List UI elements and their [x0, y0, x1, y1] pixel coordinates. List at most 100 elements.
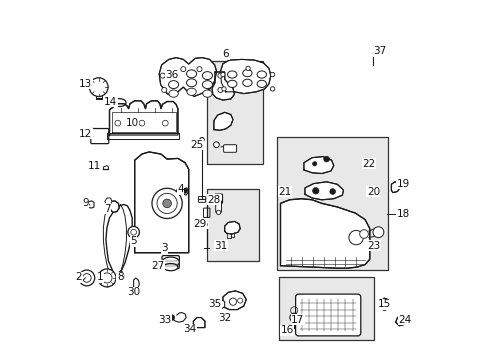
Text: 37: 37	[372, 46, 386, 56]
Polygon shape	[109, 101, 178, 135]
Text: 32: 32	[218, 312, 231, 323]
Text: 20: 20	[366, 186, 379, 197]
Bar	[206, 189, 258, 261]
Text: 12: 12	[79, 129, 92, 139]
Polygon shape	[212, 72, 234, 100]
Circle shape	[323, 156, 329, 162]
Polygon shape	[108, 201, 119, 212]
Polygon shape	[224, 221, 240, 234]
Circle shape	[359, 230, 367, 238]
Text: 3: 3	[161, 243, 167, 253]
Ellipse shape	[163, 264, 178, 271]
Circle shape	[218, 73, 223, 78]
FancyBboxPatch shape	[295, 294, 360, 336]
Circle shape	[160, 73, 165, 78]
FancyBboxPatch shape	[162, 256, 179, 269]
Ellipse shape	[162, 257, 179, 267]
Text: 21: 21	[278, 186, 291, 197]
Polygon shape	[87, 201, 94, 208]
Circle shape	[197, 67, 202, 72]
Text: 1: 1	[96, 272, 103, 282]
Circle shape	[181, 67, 185, 72]
Circle shape	[168, 315, 174, 320]
Circle shape	[127, 226, 139, 238]
Circle shape	[79, 270, 95, 286]
Circle shape	[98, 269, 116, 287]
Polygon shape	[223, 291, 246, 310]
Text: 6: 6	[222, 49, 228, 59]
Text: 22: 22	[361, 159, 375, 169]
Text: 24: 24	[397, 315, 410, 325]
Ellipse shape	[202, 72, 212, 80]
Ellipse shape	[168, 90, 178, 97]
Ellipse shape	[186, 79, 196, 87]
Polygon shape	[305, 182, 343, 200]
Circle shape	[312, 162, 316, 166]
Bar	[278, 277, 373, 340]
Text: 25: 25	[190, 140, 203, 150]
FancyBboxPatch shape	[223, 145, 236, 152]
Circle shape	[281, 190, 285, 193]
Ellipse shape	[203, 90, 212, 97]
Circle shape	[348, 230, 363, 245]
Polygon shape	[395, 315, 405, 326]
Text: 5: 5	[130, 236, 137, 246]
Ellipse shape	[257, 80, 266, 87]
Circle shape	[218, 87, 223, 93]
Ellipse shape	[242, 79, 251, 86]
Text: 36: 36	[165, 70, 178, 80]
Polygon shape	[193, 318, 204, 328]
Ellipse shape	[186, 88, 196, 95]
Text: 18: 18	[396, 209, 409, 219]
Circle shape	[372, 227, 383, 238]
Text: 34: 34	[183, 324, 196, 334]
Text: 17: 17	[290, 315, 304, 325]
Polygon shape	[390, 182, 399, 193]
Polygon shape	[134, 152, 188, 253]
Text: 19: 19	[396, 179, 409, 189]
Circle shape	[222, 87, 225, 91]
Bar	[276, 137, 387, 270]
Text: 15: 15	[377, 299, 390, 309]
Polygon shape	[217, 300, 224, 309]
Circle shape	[163, 199, 171, 208]
Ellipse shape	[242, 69, 251, 77]
Polygon shape	[133, 278, 139, 289]
Circle shape	[270, 87, 274, 91]
Ellipse shape	[186, 70, 196, 78]
Circle shape	[289, 313, 298, 322]
Circle shape	[220, 72, 224, 77]
Text: 8: 8	[117, 272, 123, 282]
Circle shape	[245, 66, 250, 71]
Text: 30: 30	[127, 287, 140, 297]
FancyBboxPatch shape	[214, 194, 222, 203]
Text: 23: 23	[366, 240, 379, 251]
Text: 4: 4	[177, 184, 183, 194]
Circle shape	[182, 188, 187, 193]
FancyBboxPatch shape	[215, 201, 221, 212]
Text: 27: 27	[151, 261, 164, 271]
Polygon shape	[107, 133, 179, 139]
Polygon shape	[280, 188, 288, 196]
Polygon shape	[220, 59, 270, 94]
Text: 35: 35	[208, 299, 221, 309]
Ellipse shape	[227, 71, 237, 78]
Polygon shape	[159, 58, 216, 96]
Text: 11: 11	[87, 161, 101, 171]
Bar	[206, 61, 262, 164]
Ellipse shape	[168, 81, 178, 89]
Ellipse shape	[227, 80, 237, 87]
Text: 29: 29	[192, 219, 206, 229]
Circle shape	[312, 188, 318, 194]
Polygon shape	[104, 198, 112, 206]
Text: 14: 14	[104, 96, 117, 107]
Text: 28: 28	[207, 195, 220, 205]
Ellipse shape	[168, 72, 178, 80]
Text: 16: 16	[280, 325, 293, 336]
Text: 2: 2	[76, 272, 82, 282]
Circle shape	[270, 72, 274, 77]
Text: 33: 33	[158, 315, 171, 325]
Circle shape	[213, 142, 219, 148]
Polygon shape	[118, 271, 123, 282]
Polygon shape	[213, 112, 232, 130]
